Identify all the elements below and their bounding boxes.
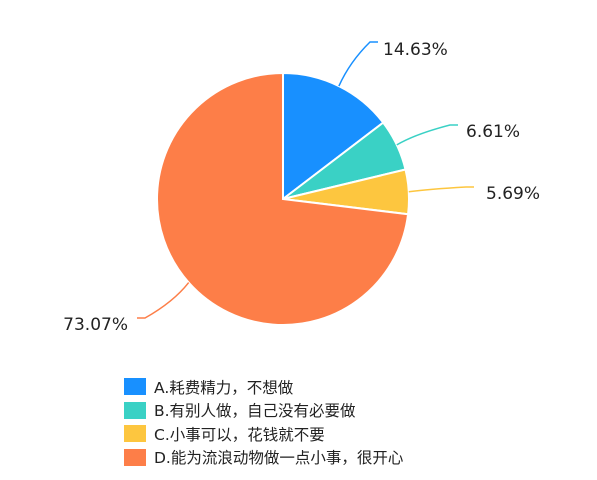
leader-line-b (396, 124, 458, 146)
legend-swatch (124, 448, 146, 466)
leader-line-d (137, 282, 190, 319)
pie-slice-d (156, 71, 410, 326)
legend-item-c: C.小事可以，花钱就不要 (124, 422, 584, 446)
leader-line-a (338, 41, 378, 87)
legend-label: D.能为流浪动物做一点小事，很开心 (154, 449, 404, 468)
pie-slices (156, 71, 410, 326)
legend-label: C.小事可以，花钱就不要 (154, 425, 325, 444)
legend-item-a: A.耗费精力，不想做 (124, 375, 584, 399)
leader-lines (137, 41, 474, 319)
value-label-c: 5.69% (486, 184, 540, 204)
legend-item-d: D.能为流浪动物做一点小事，很开心 (124, 446, 584, 470)
value-label-a: 14.63% (383, 40, 448, 60)
legend-item-b: B.有别人做，自己没有必要做 (124, 399, 584, 423)
value-labels: 14.63% 6.61% 5.69% 73.07% (63, 40, 540, 335)
legend-swatch (124, 378, 146, 396)
chart-legend: A.耗费精力，不想做 B.有别人做，自己没有必要做 C.小事可以，花钱就不要 D.能为… (124, 375, 584, 469)
legend-label: B.有别人做，自己没有必要做 (154, 402, 356, 421)
legend-swatch (124, 401, 146, 419)
pie-slice-a (282, 71, 385, 202)
value-label-b: 6.61% (466, 122, 520, 142)
legend-label: A.耗费精力，不想做 (154, 378, 294, 397)
value-label-d: 73.07% (63, 315, 128, 335)
leader-line-c (408, 186, 474, 193)
legend-swatch (124, 425, 146, 443)
